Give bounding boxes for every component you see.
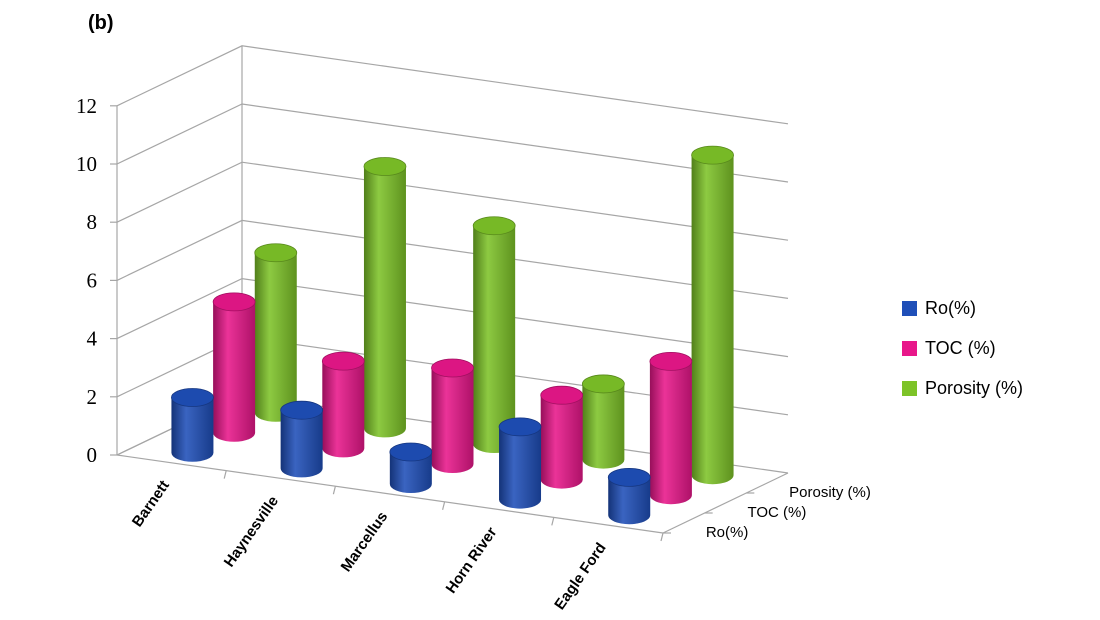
bar-body (540, 395, 583, 489)
legend-item-ro: Ro(%) (902, 288, 1023, 328)
bar (321, 351, 365, 458)
gridline (116, 45, 789, 125)
bar-body (431, 367, 474, 473)
bar-body (473, 225, 516, 454)
bar-body (649, 361, 692, 505)
bar (649, 351, 693, 505)
legend: Ro(%) TOC (%) Porosity (%) (902, 288, 1023, 408)
x-tick-mark (332, 486, 336, 495)
y-tick-label: 12 (76, 94, 97, 118)
bar (363, 157, 407, 438)
bar-top (607, 467, 651, 487)
bar (691, 145, 734, 485)
legend-swatch (902, 340, 917, 356)
x-tick-label: Haynesville (221, 493, 282, 570)
legend-label: Ro(%) (925, 297, 977, 318)
x-tick-label: Barnett (129, 477, 173, 530)
bar-top (280, 400, 324, 420)
bar-top (540, 385, 584, 405)
gridline (116, 103, 789, 183)
y-tick-label: 0 (87, 443, 98, 467)
bar-body (582, 383, 625, 469)
bar (472, 216, 516, 454)
legend-label: TOC (%) (925, 337, 996, 358)
y-tick-label: 6 (87, 268, 98, 292)
bar-body (499, 426, 542, 509)
x-tick-label: Horn River (443, 524, 501, 597)
bar (540, 385, 584, 489)
x-tick-mark (551, 517, 555, 526)
y-tick-label: 10 (76, 152, 97, 176)
bar (254, 243, 298, 422)
gridline (116, 161, 789, 241)
bar-body (691, 155, 734, 485)
y-tick-labels: 0 2 4 6 8 10 12 (76, 94, 117, 467)
depth-tick-labels: Ro(%) TOC (%) Porosity (%) (663, 484, 871, 541)
x-tick-mark (223, 470, 227, 479)
bar-top (431, 358, 474, 378)
bar (171, 388, 214, 462)
legend-swatch (902, 380, 917, 396)
bar-top (498, 417, 542, 437)
depth-axis-line (662, 472, 789, 534)
bar (389, 442, 433, 493)
x-tick-mark (442, 501, 446, 510)
bar (498, 417, 542, 509)
bar (212, 292, 256, 442)
bar-body (280, 410, 323, 478)
bar-body (254, 252, 297, 422)
x-axis-line (116, 454, 664, 534)
x-tick-labels: Barnett Haynesville Marcellus Horn River Eag… (129, 470, 664, 613)
gridline (116, 277, 789, 358)
bar-top (254, 243, 298, 263)
legend-item-toc: TOC (%) (902, 328, 1023, 368)
bar (431, 358, 474, 473)
bar-body (171, 397, 214, 462)
bar-top (649, 351, 693, 371)
depth-tick-label: Ro(%) (706, 524, 749, 541)
depth-tick-label: TOC (%) (748, 504, 807, 521)
bars (171, 145, 734, 525)
bar-body (363, 166, 406, 438)
bar-top (472, 216, 516, 236)
bar (280, 400, 324, 478)
y-tick-label: 4 (87, 327, 98, 351)
legend-item-porosity: Porosity (%) (902, 368, 1023, 408)
x-tick-label: Eagle Ford (551, 540, 609, 613)
bar (581, 374, 625, 469)
bar-top (691, 145, 734, 165)
depth-tick-label: Porosity (%) (789, 484, 871, 501)
bar-body (389, 451, 432, 493)
bar-top (389, 442, 433, 462)
bar-top (212, 292, 256, 312)
x-tick-label: Marcellus (338, 509, 392, 575)
legend-label: Porosity (%) (925, 377, 1024, 398)
bar-top (363, 157, 407, 176)
gridline (116, 219, 789, 299)
x-tick-mark (660, 532, 664, 542)
bar-top (581, 374, 625, 394)
bar-top (171, 388, 214, 407)
bar-body (608, 477, 651, 525)
bar-top (321, 351, 365, 371)
panel-label: (b) (88, 12, 114, 34)
bar (607, 467, 651, 525)
bar-body (322, 361, 365, 458)
bar-body (213, 301, 256, 442)
y-tick-label: 8 (87, 210, 98, 234)
legend-swatch (902, 300, 917, 316)
y-tick-label: 2 (87, 385, 98, 409)
